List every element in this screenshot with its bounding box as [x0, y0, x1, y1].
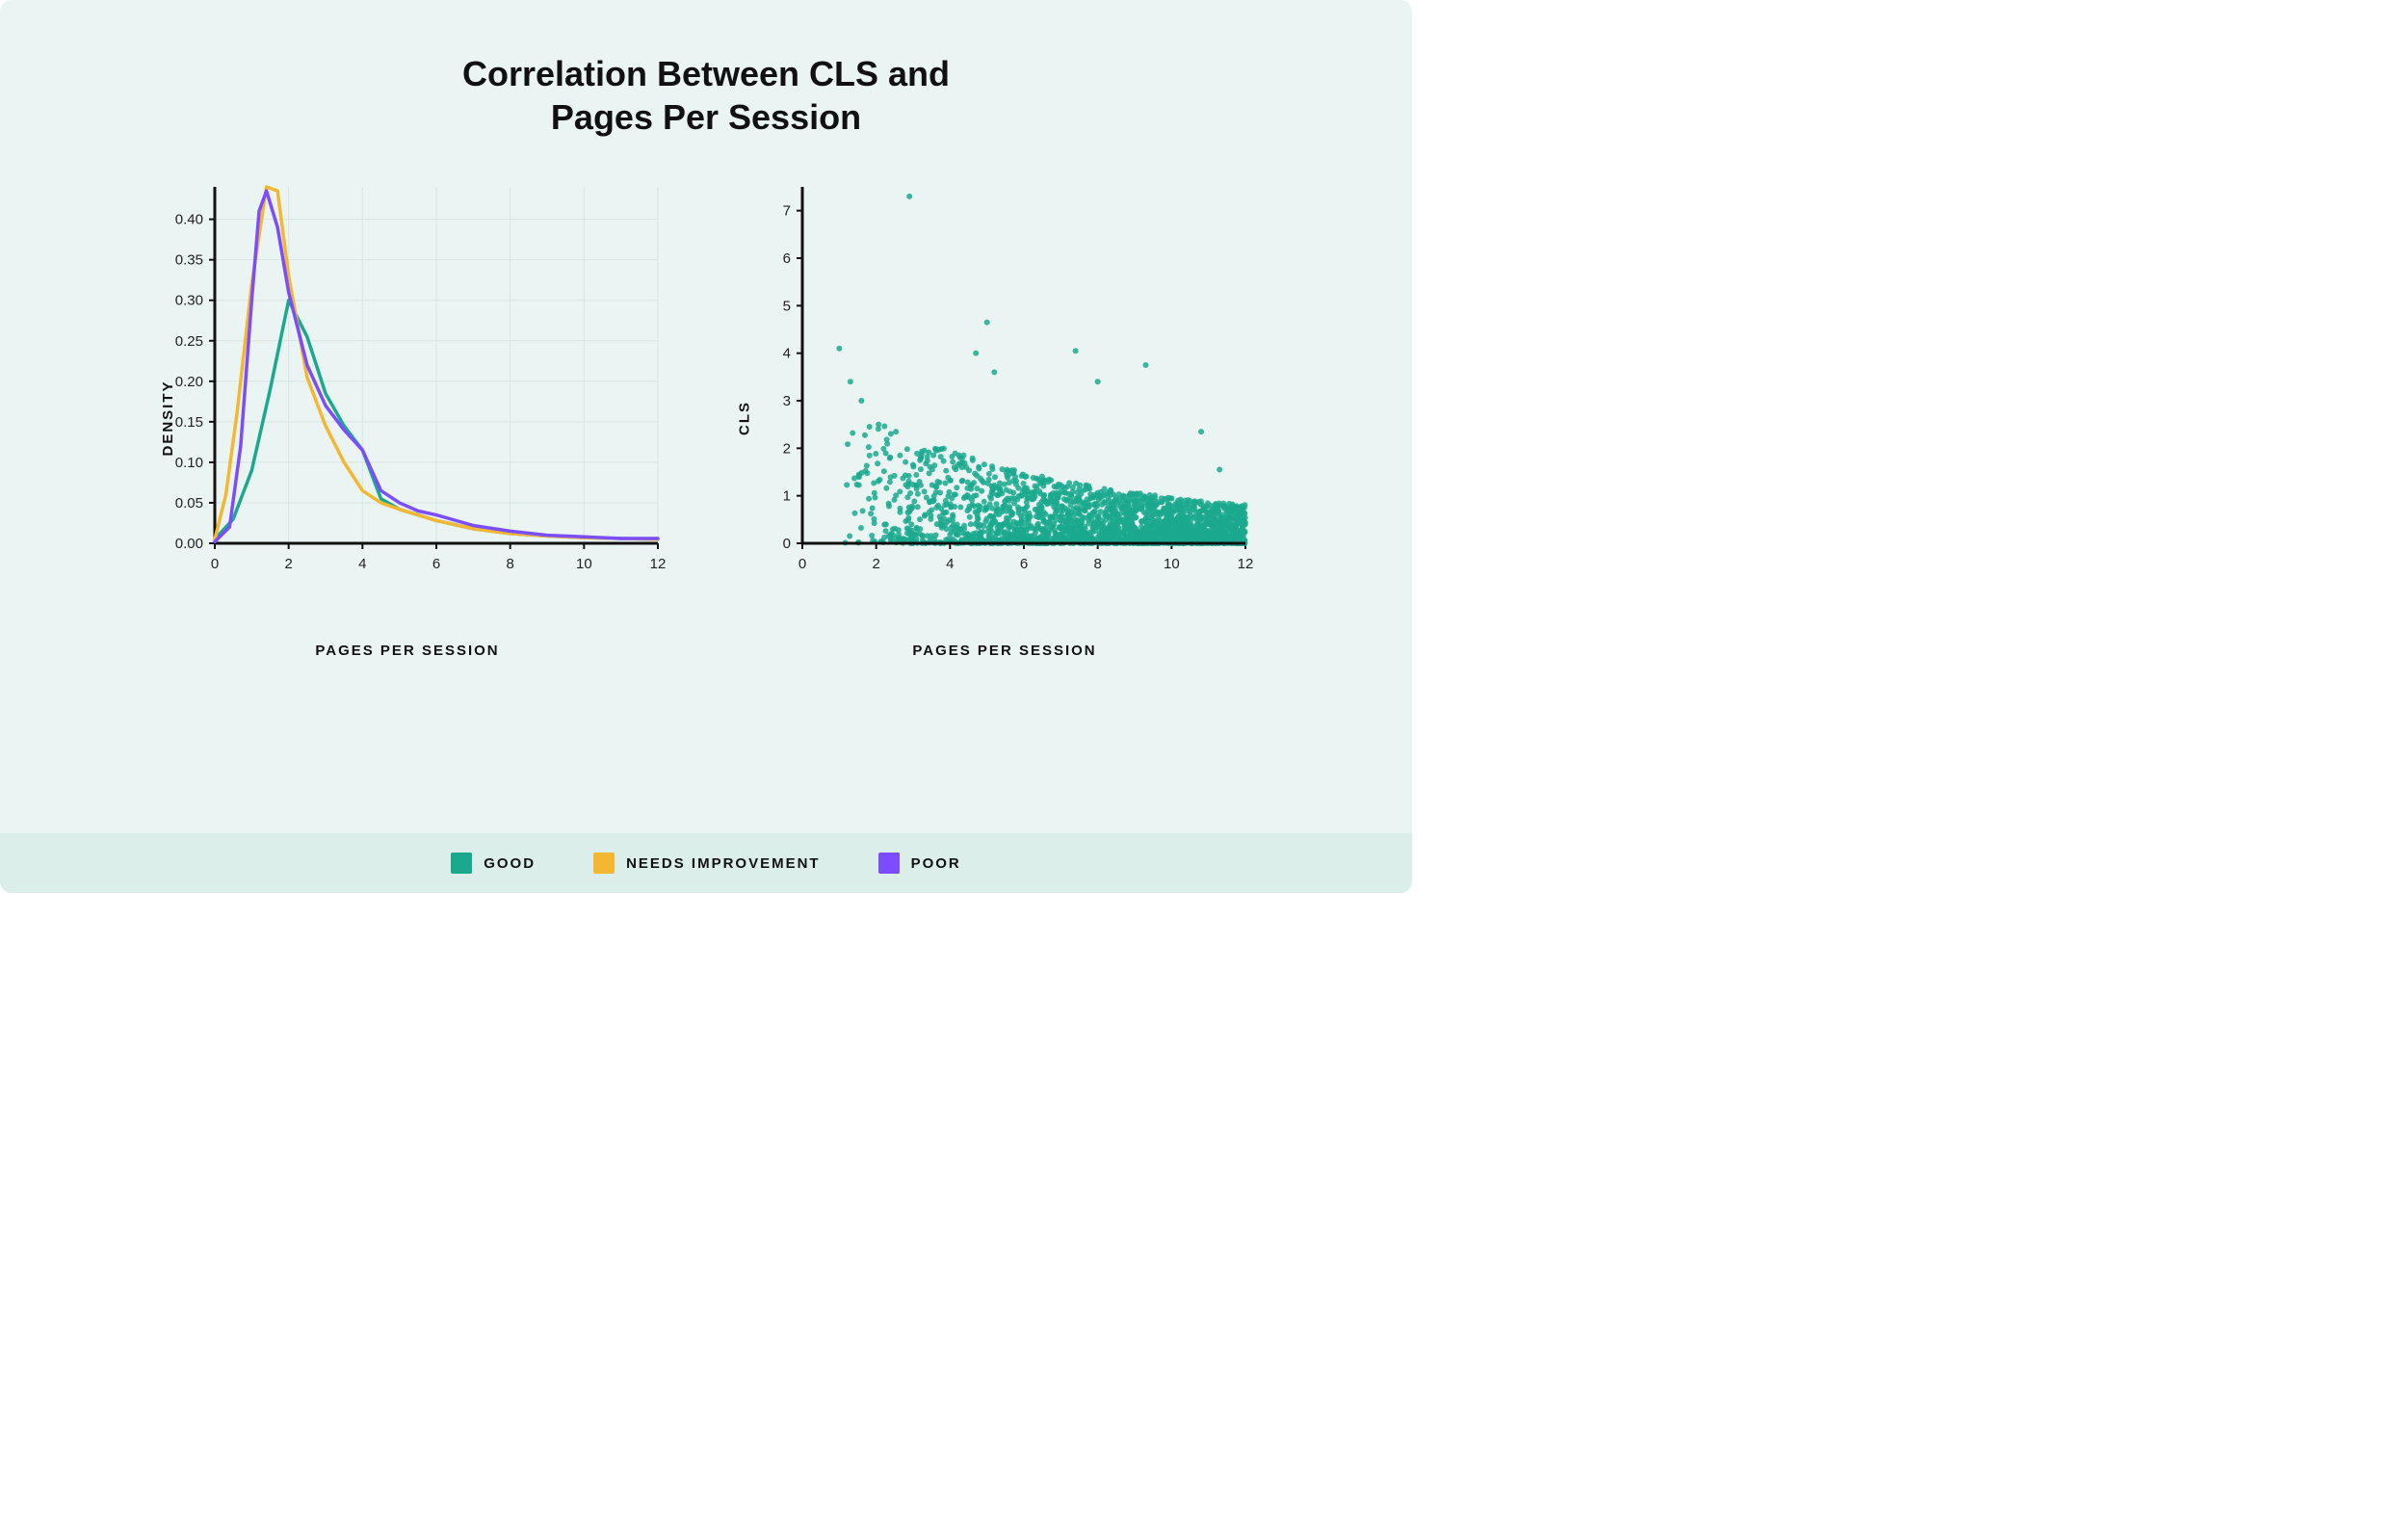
svg-text:8: 8 [506, 556, 513, 572]
legend-item-needs-improvement: NEEDS IMPROVEMENT [593, 853, 821, 874]
svg-text:0.25: 0.25 [175, 333, 203, 350]
svg-text:6: 6 [432, 556, 440, 572]
svg-text:0: 0 [211, 556, 219, 572]
svg-text:0: 0 [798, 556, 806, 572]
density-chart: DENSITY 0.00 0.05 0.10 0.15 0.20 0.25 0.30 0.35… [147, 177, 667, 659]
scatter-plot: 01234567024681012 [745, 177, 1265, 591]
svg-text:0: 0 [783, 536, 791, 552]
chart-row: DENSITY 0.00 0.05 0.10 0.15 0.20 0.25 0.30 0.35… [0, 177, 1412, 659]
legend-label-poor: POOR [911, 855, 961, 872]
title-line-2: Pages Per Session [551, 97, 861, 137]
density-ylabel: DENSITY [160, 380, 176, 456]
svg-text:1: 1 [783, 488, 791, 505]
svg-text:6: 6 [783, 250, 791, 267]
svg-text:10: 10 [1164, 556, 1180, 572]
svg-text:4: 4 [358, 556, 366, 572]
legend-swatch-poor [878, 853, 900, 874]
scatter-xlabel: PAGES PER SESSION [745, 643, 1265, 659]
legend-item-poor: POOR [878, 853, 961, 874]
svg-text:0.35: 0.35 [175, 252, 203, 269]
legend-swatch-good [451, 853, 472, 874]
legend-label-good: GOOD [484, 855, 536, 872]
legend-item-good: GOOD [451, 853, 536, 874]
title-line-1: Correlation Between CLS and [462, 54, 950, 93]
scatter-chart: CLS 01234567024681012 PAGES PER SESSION [745, 177, 1265, 659]
svg-text:4: 4 [783, 346, 791, 362]
svg-text:10: 10 [576, 556, 592, 572]
svg-text:4: 4 [946, 556, 954, 572]
svg-text:0.00: 0.00 [175, 536, 203, 552]
chart-title: Correlation Between CLS and Pages Per Se… [0, 0, 1412, 139]
svg-text:12: 12 [650, 556, 667, 572]
svg-text:0.30: 0.30 [175, 293, 203, 309]
svg-text:2: 2 [284, 556, 292, 572]
svg-text:5: 5 [783, 298, 791, 314]
svg-text:7: 7 [783, 203, 791, 220]
svg-text:0.15: 0.15 [175, 414, 203, 431]
svg-text:0.10: 0.10 [175, 455, 203, 471]
svg-text:0.20: 0.20 [175, 374, 203, 390]
svg-text:12: 12 [1238, 556, 1254, 572]
legend: GOOD NEEDS IMPROVEMENT POOR [0, 833, 1412, 893]
density-plot: 0.00 0.05 0.10 0.15 0.20 0.25 0.30 0.35 0.40 0 2 4 6… [147, 177, 667, 591]
scatter-ylabel: CLS [737, 401, 753, 435]
figure-root: Correlation Between CLS and Pages Per Se… [0, 0, 1412, 893]
svg-text:3: 3 [783, 393, 791, 409]
svg-text:8: 8 [1093, 556, 1101, 572]
svg-text:2: 2 [872, 556, 879, 572]
legend-swatch-needs-improvement [593, 853, 615, 874]
svg-text:0.05: 0.05 [175, 495, 203, 512]
svg-text:6: 6 [1020, 556, 1028, 572]
svg-text:2: 2 [783, 440, 791, 457]
density-xlabel: PAGES PER SESSION [147, 643, 667, 659]
legend-label-needs-improvement: NEEDS IMPROVEMENT [626, 855, 821, 872]
svg-text:0.40: 0.40 [175, 212, 203, 228]
